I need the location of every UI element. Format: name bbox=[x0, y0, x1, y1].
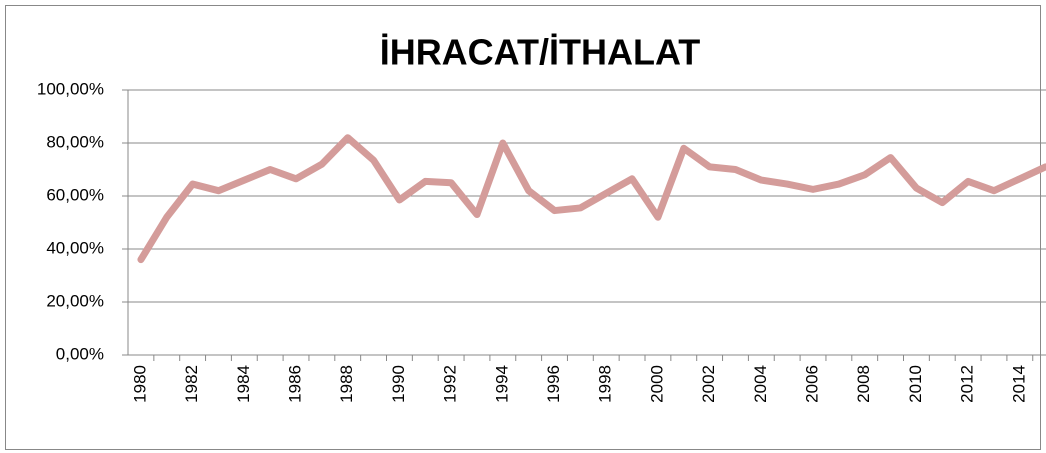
x-tick-label: 2006 bbox=[803, 365, 822, 403]
x-tick-label: 1980 bbox=[130, 365, 149, 403]
chart-title: İHRACAT/İTHALAT bbox=[380, 32, 701, 73]
x-tick-label: 2002 bbox=[699, 365, 718, 403]
y-tick-label: 100,00% bbox=[37, 79, 104, 98]
x-tick-label: 1988 bbox=[337, 365, 356, 403]
y-tick-label: 60,00% bbox=[46, 185, 104, 204]
x-tick-label: 1994 bbox=[492, 365, 511, 403]
x-tick-label: 2004 bbox=[751, 365, 770, 403]
chart-border bbox=[5, 5, 1041, 450]
y-tick-label: 20,00% bbox=[46, 291, 104, 310]
x-tick-label: 2010 bbox=[906, 365, 925, 403]
x-tick-label: 2008 bbox=[854, 365, 873, 403]
x-tick-label: 1986 bbox=[286, 365, 305, 403]
y-tick-label: 80,00% bbox=[46, 132, 104, 151]
x-tick-label: 2012 bbox=[958, 365, 977, 403]
y-tick-label: 0,00% bbox=[56, 344, 104, 363]
x-tick-label: 1984 bbox=[234, 365, 253, 403]
data-line bbox=[137, 134, 1046, 264]
x-tick-label: 2000 bbox=[647, 365, 666, 403]
x-tick-label: 1998 bbox=[596, 365, 615, 403]
x-tick-label: 1996 bbox=[544, 365, 563, 403]
x-tick-label: 1990 bbox=[389, 365, 408, 403]
y-tick-label: 40,00% bbox=[46, 238, 104, 257]
x-tick-label: 2014 bbox=[1009, 365, 1028, 403]
x-tick-label: 1992 bbox=[441, 365, 460, 403]
x-tick-label: 1982 bbox=[182, 365, 201, 403]
